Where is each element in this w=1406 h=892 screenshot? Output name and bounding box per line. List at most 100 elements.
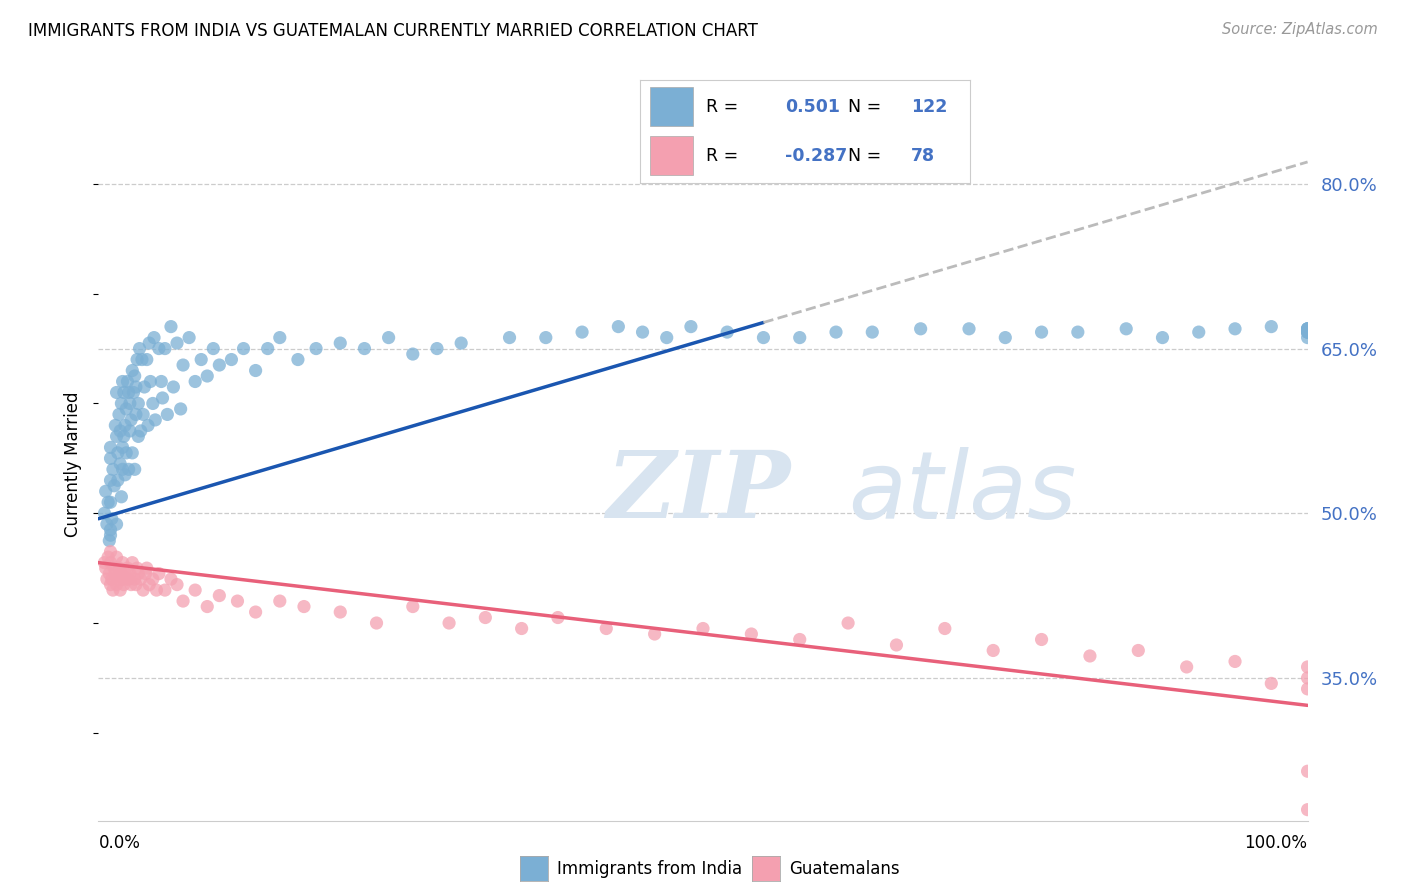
Point <box>287 352 309 367</box>
Point <box>1260 319 1282 334</box>
Point <box>402 347 425 361</box>
Point <box>139 375 162 389</box>
Point <box>112 429 135 443</box>
Point <box>129 572 152 586</box>
Point <box>142 572 165 586</box>
Point <box>226 594 249 608</box>
Point <box>134 380 156 394</box>
Point <box>1296 803 1319 817</box>
Point <box>1296 322 1319 336</box>
Point <box>607 319 630 334</box>
Point <box>135 566 157 581</box>
Point <box>256 342 278 356</box>
Point <box>353 342 375 356</box>
Point <box>474 610 496 624</box>
Point <box>103 479 125 493</box>
Point <box>153 342 176 356</box>
Point <box>105 429 128 443</box>
Point <box>1031 325 1053 339</box>
Point <box>1296 325 1319 339</box>
Point <box>329 336 352 351</box>
Point <box>115 446 138 460</box>
Point <box>644 627 666 641</box>
Point <box>118 385 141 400</box>
Text: -0.287: -0.287 <box>785 147 848 165</box>
Point <box>129 424 152 438</box>
Point <box>100 441 122 455</box>
Point <box>1115 322 1137 336</box>
Text: R =: R = <box>706 147 738 165</box>
Point <box>98 533 121 548</box>
Point <box>100 451 122 466</box>
Point <box>994 330 1017 344</box>
Point <box>957 322 980 336</box>
Text: atlas: atlas <box>848 447 1077 538</box>
Text: Guatemalans: Guatemalans <box>789 860 900 878</box>
Point <box>111 572 134 586</box>
Point <box>135 561 157 575</box>
Point <box>1296 671 1319 685</box>
Point <box>111 441 134 455</box>
Point <box>166 577 188 591</box>
Point <box>132 583 155 598</box>
Point <box>108 561 131 575</box>
Point <box>143 413 166 427</box>
Point <box>118 424 141 438</box>
Point <box>107 473 129 487</box>
Point <box>269 594 291 608</box>
Point <box>105 385 128 400</box>
Point <box>131 352 153 367</box>
Point <box>377 330 399 344</box>
Point <box>221 352 243 367</box>
Point <box>208 589 231 603</box>
Point <box>107 446 129 460</box>
Point <box>104 566 127 581</box>
Point <box>162 380 184 394</box>
Point <box>105 577 128 591</box>
Point <box>110 396 132 410</box>
Text: 122: 122 <box>911 98 948 116</box>
Point <box>101 583 124 598</box>
Point <box>108 424 131 438</box>
Point <box>169 401 191 416</box>
Point <box>127 566 149 581</box>
Point <box>96 572 118 586</box>
Point <box>128 342 150 356</box>
Point <box>100 577 122 591</box>
Point <box>121 363 143 377</box>
Point <box>124 572 146 586</box>
Point <box>498 330 520 344</box>
Point <box>124 462 146 476</box>
Point <box>195 599 218 614</box>
Point <box>127 396 149 410</box>
Point <box>94 484 117 499</box>
Point <box>117 561 139 575</box>
Point <box>510 622 533 636</box>
Point <box>115 572 138 586</box>
Point <box>981 643 1004 657</box>
Point <box>679 319 702 334</box>
Point <box>837 615 859 630</box>
Point <box>692 622 714 636</box>
Point <box>1296 322 1319 336</box>
Point <box>1223 322 1246 336</box>
Point <box>118 572 141 586</box>
Point <box>100 523 122 537</box>
Point <box>655 330 678 344</box>
Text: ZIP: ZIP <box>606 448 790 537</box>
Point <box>124 369 146 384</box>
Text: N =: N = <box>848 147 882 165</box>
Point <box>547 610 569 624</box>
Point <box>114 418 136 433</box>
Point <box>103 561 125 575</box>
Point <box>108 457 131 471</box>
Point <box>121 556 143 570</box>
Point <box>1296 322 1319 336</box>
Point <box>118 396 141 410</box>
Point <box>97 550 120 565</box>
Point <box>910 322 932 336</box>
Point <box>114 566 136 581</box>
Point <box>202 342 225 356</box>
Point <box>105 550 128 565</box>
Point <box>108 583 131 598</box>
